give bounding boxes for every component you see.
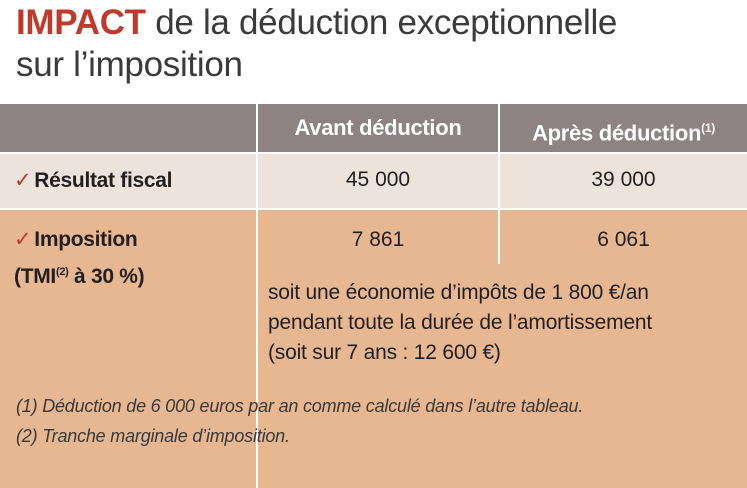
row-sub-suffix: à 30 %) [68,265,145,288]
row-label-imposition: ✓ Imposition (TMI(2) à 30 %) [14,224,145,293]
check-icon: ✓ [14,169,32,192]
cell-divider [498,208,500,264]
header-after: Après déduction(1) [500,104,747,152]
row-label-text: Imposition [34,228,138,251]
row-label-text: Résultat fiscal [34,169,173,192]
row-sub-note: (2) [55,266,69,278]
header-after-note: (1) [701,121,715,135]
value-after: 6 061 [597,228,650,251]
savings-line2: pendant toute la durée de l’amortissemen… [268,311,653,334]
page-title: IMPACT de la déduction exceptionnelle su… [16,2,736,86]
title-line2: sur l’imposition [16,45,243,84]
row-label-resultat: ✓ Résultat fiscal [14,168,172,193]
header-after-label: Après déduction [532,120,702,146]
title-accent: IMPACT [16,3,146,42]
header-before: Avant déduction [294,115,462,140]
savings-note: soit une économie d’impôts de 1 800 €/an… [268,278,738,368]
table-row-resultat: ✓ Résultat fiscal 45 000 39 000 [0,154,747,208]
footnote-2: (2) Tranche marginale d’imposition. [16,426,290,446]
cell-divider [256,208,258,488]
savings-line3: (soit sur 7 ans : 12 600 €) [268,341,501,364]
table-header: Avant déduction Après déduction(1) [0,104,747,152]
value-after: 39 000 [591,168,656,191]
value-before: 45 000 [345,168,411,191]
savings-line1: soit une économie d’impôts de 1 800 €/an [268,281,649,304]
row-sub-prefix: (TMI [14,265,56,288]
cell-divider [498,154,500,208]
title-rest: de la déduction exceptionnelle [145,3,618,42]
value-before: 7 861 [351,228,405,251]
row-divider [0,208,747,210]
table-row-imposition: ✓ Imposition (TMI(2) à 30 %) 7 861 6 061 … [0,208,747,488]
check-icon: ✓ [14,228,32,251]
header-divider [498,104,500,152]
header-divider [256,104,258,152]
footnote-1: (1) Déduction de 6 000 euros par an comm… [16,396,584,416]
cell-divider [256,154,258,208]
